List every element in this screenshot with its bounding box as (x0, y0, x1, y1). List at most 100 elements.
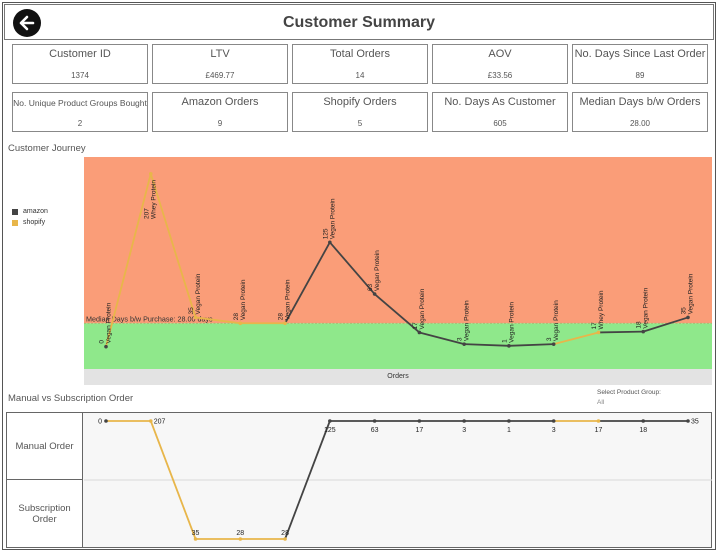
kpi-label: No. Days Since Last Order (574, 48, 706, 60)
x-axis-label: Orders (387, 373, 409, 380)
kpi-label: Shopify Orders (323, 96, 397, 108)
data-point (462, 342, 466, 346)
data-point (372, 292, 377, 296)
data-label-product: Vegan Protein (106, 302, 113, 343)
legend-item-shopify[interactable]: shopify (12, 217, 48, 228)
data-label-product: Vegan Protein (195, 273, 202, 314)
series-segment (508, 343, 554, 347)
data-label-value: 207 (154, 419, 166, 426)
data-point (283, 537, 287, 541)
data-point (193, 315, 198, 320)
kpi-value: 605 (493, 119, 507, 128)
kpi-aov: AOV £33.56 (432, 44, 568, 84)
data-label-value: 1 (507, 427, 511, 434)
series-segment (195, 316, 241, 325)
series-segment (464, 343, 509, 347)
data-label-value: 35 (681, 307, 688, 315)
data-label-product: Vegan Protein (508, 302, 515, 343)
kpi-ltv: LTV £469.77 (152, 44, 288, 84)
kpi-median-days-between-orders: Median Days b/w Orders 28.00 (572, 92, 708, 132)
data-label-value: 1 (501, 339, 508, 343)
kpi-label: No. Days As Customer (444, 96, 556, 108)
legend-label: amazon (23, 208, 48, 215)
chart-legend: amazon shopify (12, 206, 48, 228)
kpi-value: 9 (217, 119, 223, 128)
data-point (686, 419, 690, 423)
manual-subscription-chart[interactable]: 0 207 35 28 28 125 63 17 3 1 3 17 18 35 (84, 413, 712, 547)
data-label-product: Whey Protein (150, 180, 157, 219)
data-point (596, 330, 601, 335)
data-label-product: Vegan Protein (285, 279, 292, 320)
data-label-value: 63 (367, 283, 374, 291)
back-button[interactable] (13, 9, 41, 37)
kpi-customer-id: Customer ID 1374 (12, 44, 148, 84)
kpi-value: 28.00 (629, 119, 651, 128)
header-bar: Customer Summary (4, 4, 714, 40)
data-label-value: 35 (691, 419, 699, 426)
data-label-product: Vegan Protein (374, 250, 381, 291)
data-point (507, 344, 511, 348)
data-label-product: Vegan Protein (240, 279, 247, 320)
kpi-value: 1374 (71, 71, 89, 80)
data-label-value: 3 (552, 427, 556, 434)
legend-label: shopify (23, 219, 46, 226)
series-segment (642, 316, 689, 333)
kpi-label: Amazon Orders (181, 96, 259, 108)
legend-swatch-amazon (12, 208, 18, 215)
kpi-unique-product-groups: No. Unique Product Groups Bought 2 (12, 92, 148, 132)
above-median-band (84, 157, 712, 324)
data-label-value: 17 (412, 322, 419, 330)
kpi-label: AOV (488, 48, 512, 60)
customer-journey-title: Customer Journey (8, 143, 86, 154)
kpi-label: No. Unique Product Groups Bought (13, 98, 147, 108)
data-label-value: 18 (636, 321, 643, 329)
data-point (686, 315, 690, 320)
data-point (104, 344, 108, 349)
series-segment (598, 330, 644, 334)
legend-swatch-shopify (12, 219, 18, 226)
data-label-value: 3 (546, 337, 553, 341)
data-point (104, 419, 108, 423)
data-label-value: 0 (98, 419, 102, 426)
kpi-days-as-customer: No. Days As Customer 605 (432, 92, 568, 132)
series-segment (105, 173, 152, 347)
data-label-value: 3 (462, 427, 466, 434)
data-label-value: 17 (415, 427, 423, 434)
data-label-value: 28 (281, 530, 289, 537)
row-header-manual-order: Manual Order (6, 412, 83, 480)
kpi-value: 2 (77, 119, 83, 128)
kpi-value: 5 (357, 119, 363, 128)
kpi-shopify-orders: Shopify Orders 5 (292, 92, 428, 132)
data-label-value: 207 (143, 208, 150, 219)
row-header-subscription-order: Subscription Order (6, 479, 83, 548)
x-axis-band: Orders (84, 369, 712, 385)
data-label-value: 63 (371, 427, 379, 434)
data-label-value: 28 (233, 313, 240, 321)
back-arrow-icon (19, 15, 35, 31)
kpi-value: 14 (355, 71, 365, 80)
data-point (417, 419, 422, 423)
legend-item-amazon[interactable]: amazon (12, 206, 48, 217)
median-label: Median Days b/w Purchase: 28.00 days (86, 314, 213, 323)
data-label-value: 125 (324, 427, 336, 434)
data-label-product: Whey Protein (598, 290, 605, 329)
page-title: Customer Summary (282, 14, 436, 31)
kpi-days-since-last-order: No. Days Since Last Order 89 (572, 44, 708, 84)
series-segment (149, 173, 197, 318)
data-point (417, 330, 422, 335)
series-segment (284, 420, 331, 540)
data-point (148, 172, 153, 176)
series-segment (329, 241, 376, 295)
product-group-selector[interactable]: All (597, 399, 605, 406)
kpi-value: £469.77 (205, 71, 235, 80)
data-label-value: 18 (639, 427, 647, 434)
data-point (148, 419, 153, 423)
kpi-label: LTV (210, 48, 230, 60)
kpi-total-orders: Total Orders 14 (292, 44, 428, 84)
data-label-value: 28 (236, 530, 244, 537)
data-label-value: 17 (591, 322, 598, 330)
series-segment (149, 420, 197, 540)
below-median-band (84, 323, 712, 369)
